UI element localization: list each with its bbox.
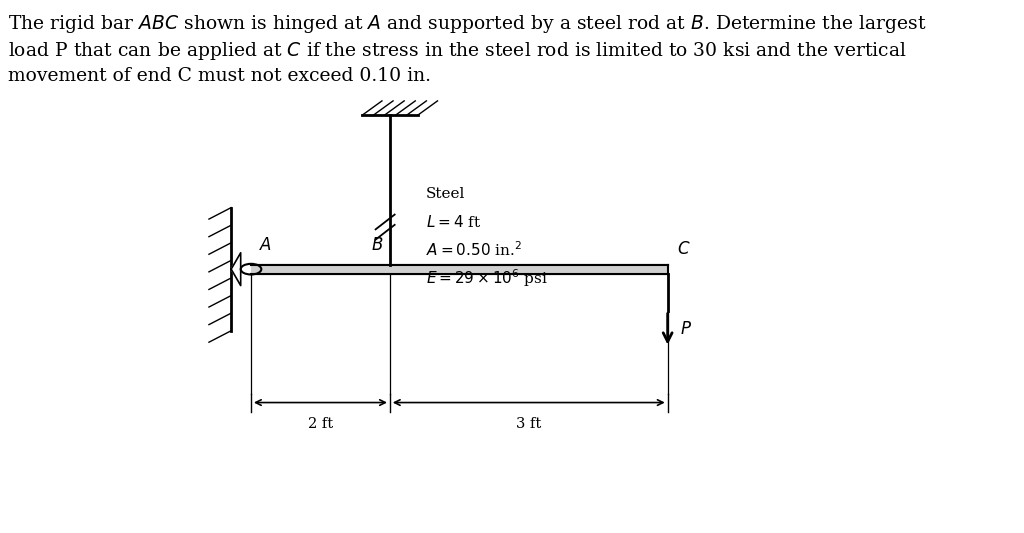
- Bar: [251, 265, 668, 273]
- Text: $A = 0.50$ in.$^2$: $A = 0.50$ in.$^2$: [426, 240, 522, 259]
- Text: 2 ft: 2 ft: [308, 417, 333, 431]
- Text: Steel: Steel: [426, 187, 465, 201]
- Polygon shape: [231, 253, 241, 286]
- Text: $E = 29 \times 10^6$ psi: $E = 29 \times 10^6$ psi: [426, 267, 548, 289]
- Text: The rigid bar $\mathit{ABC}$ shown is hinged at $\mathit{A}$ and supported by a : The rigid bar $\mathit{ABC}$ shown is hi…: [8, 13, 927, 35]
- Text: load P that can be applied at $\mathit{C}$ if the stress in the steel rod is lim: load P that can be applied at $\mathit{C…: [8, 40, 907, 62]
- Text: $P$: $P$: [680, 320, 691, 337]
- Text: $B$: $B$: [371, 237, 384, 254]
- Text: $L = 4$ ft: $L = 4$ ft: [426, 214, 481, 230]
- Text: $C$: $C$: [677, 241, 691, 259]
- Text: $A$: $A$: [259, 237, 272, 254]
- Text: 3 ft: 3 ft: [516, 417, 542, 431]
- Text: movement of end C must not exceed 0.10 in.: movement of end C must not exceed 0.10 i…: [8, 67, 431, 85]
